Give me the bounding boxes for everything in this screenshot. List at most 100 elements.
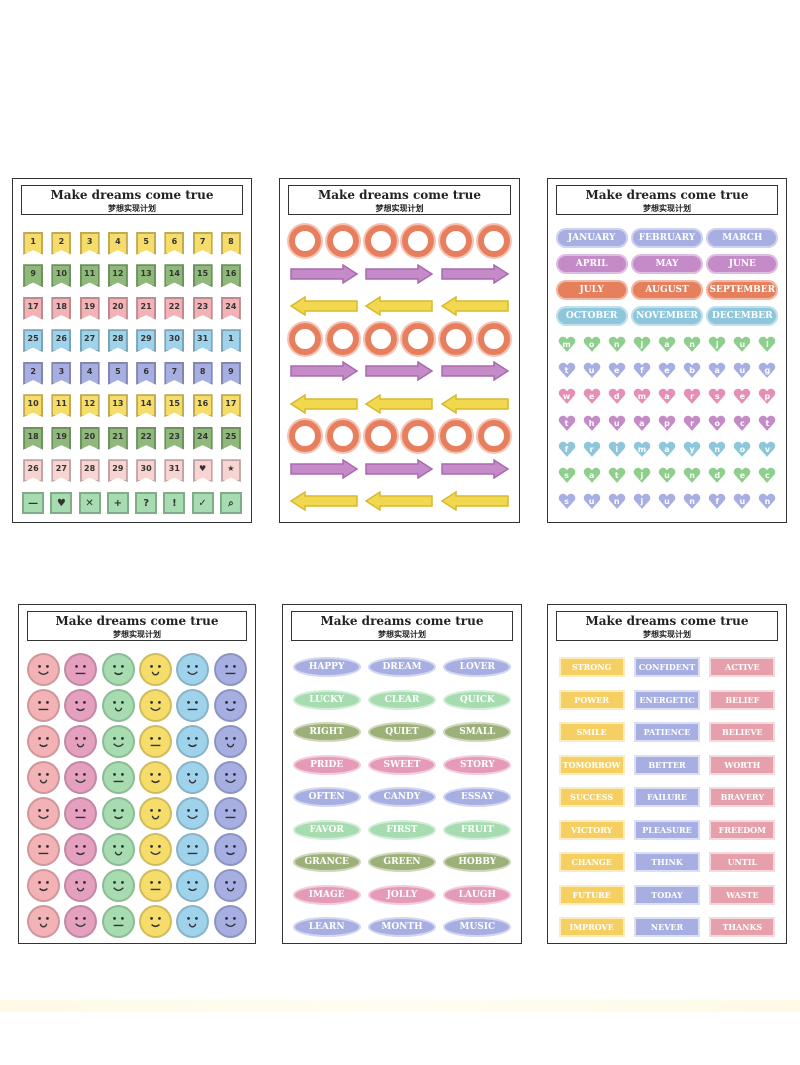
number-flag-sticker: ♥ (192, 459, 213, 483)
smiley-face-sticker (64, 652, 98, 686)
sticker-row (286, 290, 513, 323)
heart-letter: n (714, 444, 721, 454)
number-flag-sticker: 15 (164, 394, 185, 418)
ring-sticker (326, 322, 359, 355)
word-label-sticker: ENERGETIC (633, 689, 700, 710)
number-flag-sticker: 1 (220, 329, 241, 353)
sticker-cell: 19 (76, 292, 104, 325)
sticker-cell: w (554, 384, 579, 410)
arrow-right-icon (290, 458, 359, 479)
word-label-sticker: WORTH (709, 754, 776, 775)
arrow-left-icon (440, 393, 509, 414)
sheet-title: Make dreams come true (318, 188, 481, 202)
sticker-cell: u (730, 489, 755, 515)
number-flag-sticker: 20 (79, 426, 100, 450)
sticker-row (286, 258, 513, 291)
sticker-cell: u (579, 357, 604, 383)
sticker-cell: e (579, 384, 604, 410)
ring-sticker (326, 225, 359, 258)
heart-letter-sticker: f (632, 361, 652, 380)
sticker-cell: s (705, 384, 730, 410)
smiley-face-sticker (213, 904, 247, 938)
sticker-cell: 8 (189, 357, 217, 390)
ring-sticker (364, 225, 397, 258)
sticker-cell: 8 (217, 227, 245, 260)
ring-sticker (440, 322, 473, 355)
smiley-face-sticker (101, 760, 135, 794)
ring-sticker (478, 322, 511, 355)
smiley-face-sticker (64, 904, 98, 938)
number-flag-sticker: ? (135, 492, 158, 515)
ring-sticker (402, 322, 435, 355)
sticker-cell: THANKS (705, 911, 780, 944)
heart-letter: u (739, 497, 746, 507)
word-label-sticker: IMPROVE (558, 917, 625, 938)
heart-letter-sticker: m (632, 440, 652, 459)
sticker-cell: GREEN (364, 846, 439, 879)
oval-word-sticker: CANDY (367, 787, 436, 808)
heart-letter: t (564, 418, 569, 428)
sticker-cell: 10 (19, 390, 47, 423)
sticker-cell (100, 831, 137, 867)
cropped-top-heading (0, 0, 800, 8)
sticker-cell: 22 (132, 422, 160, 455)
sticker-cell (25, 687, 62, 723)
heart-letter: a (664, 392, 670, 402)
heart-letter-sticker: t (607, 466, 627, 486)
sticker-cell (62, 867, 99, 903)
heart-letter-sticker: u (657, 466, 677, 486)
number-flag-sticker: 28 (107, 329, 128, 353)
smiley-face-sticker (64, 760, 98, 794)
sticker-cell: 7 (189, 227, 217, 260)
sticker-cell (174, 831, 211, 867)
month-pill-sticker: MARCH (706, 228, 779, 248)
sticker-cell: ENERGETIC (629, 684, 704, 717)
heart-letter-sticker: n (707, 440, 727, 459)
heart-letter-sticker: e (657, 361, 677, 380)
arrow-right-icon (441, 263, 510, 284)
number-flag-sticker: 2 (23, 361, 44, 385)
sticker-cell: SUCCESS (554, 781, 629, 814)
smiley-face-sticker (101, 724, 135, 758)
number-flag-sticker: 16 (192, 394, 213, 418)
heart-letter-sticker: e (732, 387, 753, 407)
ring-sticker (288, 225, 321, 258)
heart-letter: t (765, 418, 770, 428)
heart-letter-sticker: a (657, 440, 677, 459)
heart-letter: d (714, 471, 721, 481)
sticker-cell: BETTER (629, 749, 704, 782)
smiley-face-sticker (176, 724, 210, 758)
sticker-cell: t (755, 410, 780, 436)
sticker-cell: r (579, 436, 604, 462)
sticker-cell: CHANGE (554, 846, 629, 879)
sticker-cell: n (705, 436, 730, 462)
arrow-left-icon (440, 491, 509, 512)
sticker-cell (137, 687, 174, 723)
heart-letter-sticker: i (607, 440, 627, 459)
sticker-cell: m (629, 384, 654, 410)
sticker-cell: e (654, 357, 679, 383)
smiley-face-sticker (176, 832, 210, 866)
oval-word-sticker: PRIDE (292, 754, 361, 775)
number-flag-sticker: 16 (220, 264, 241, 288)
heart-letter: s (714, 392, 720, 402)
smiley-face-sticker (213, 868, 247, 902)
sticker-row (286, 388, 513, 421)
sticker-cell (62, 795, 99, 831)
month-pill-sticker: OCTOBER (555, 306, 628, 326)
smiley-face-sticker (27, 796, 61, 830)
smiley-face-sticker (139, 832, 173, 866)
sticker-cell (174, 687, 211, 723)
smiley-face-sticker (101, 688, 135, 722)
word-label-sticker: CONFIDENT (633, 657, 700, 678)
sticker-cell: n (680, 331, 705, 357)
arrow-left-icon (289, 393, 358, 414)
heart-letter-sticker: n (607, 492, 627, 512)
sticker-cell: u (730, 357, 755, 383)
heart-letter: h (588, 418, 595, 428)
heart-letter: a (588, 471, 595, 481)
sticker-cell: CLEAR (364, 684, 439, 717)
sticker-cell: 6 (132, 357, 160, 390)
heart-letter: c (739, 418, 745, 428)
sticker-row (286, 355, 513, 388)
